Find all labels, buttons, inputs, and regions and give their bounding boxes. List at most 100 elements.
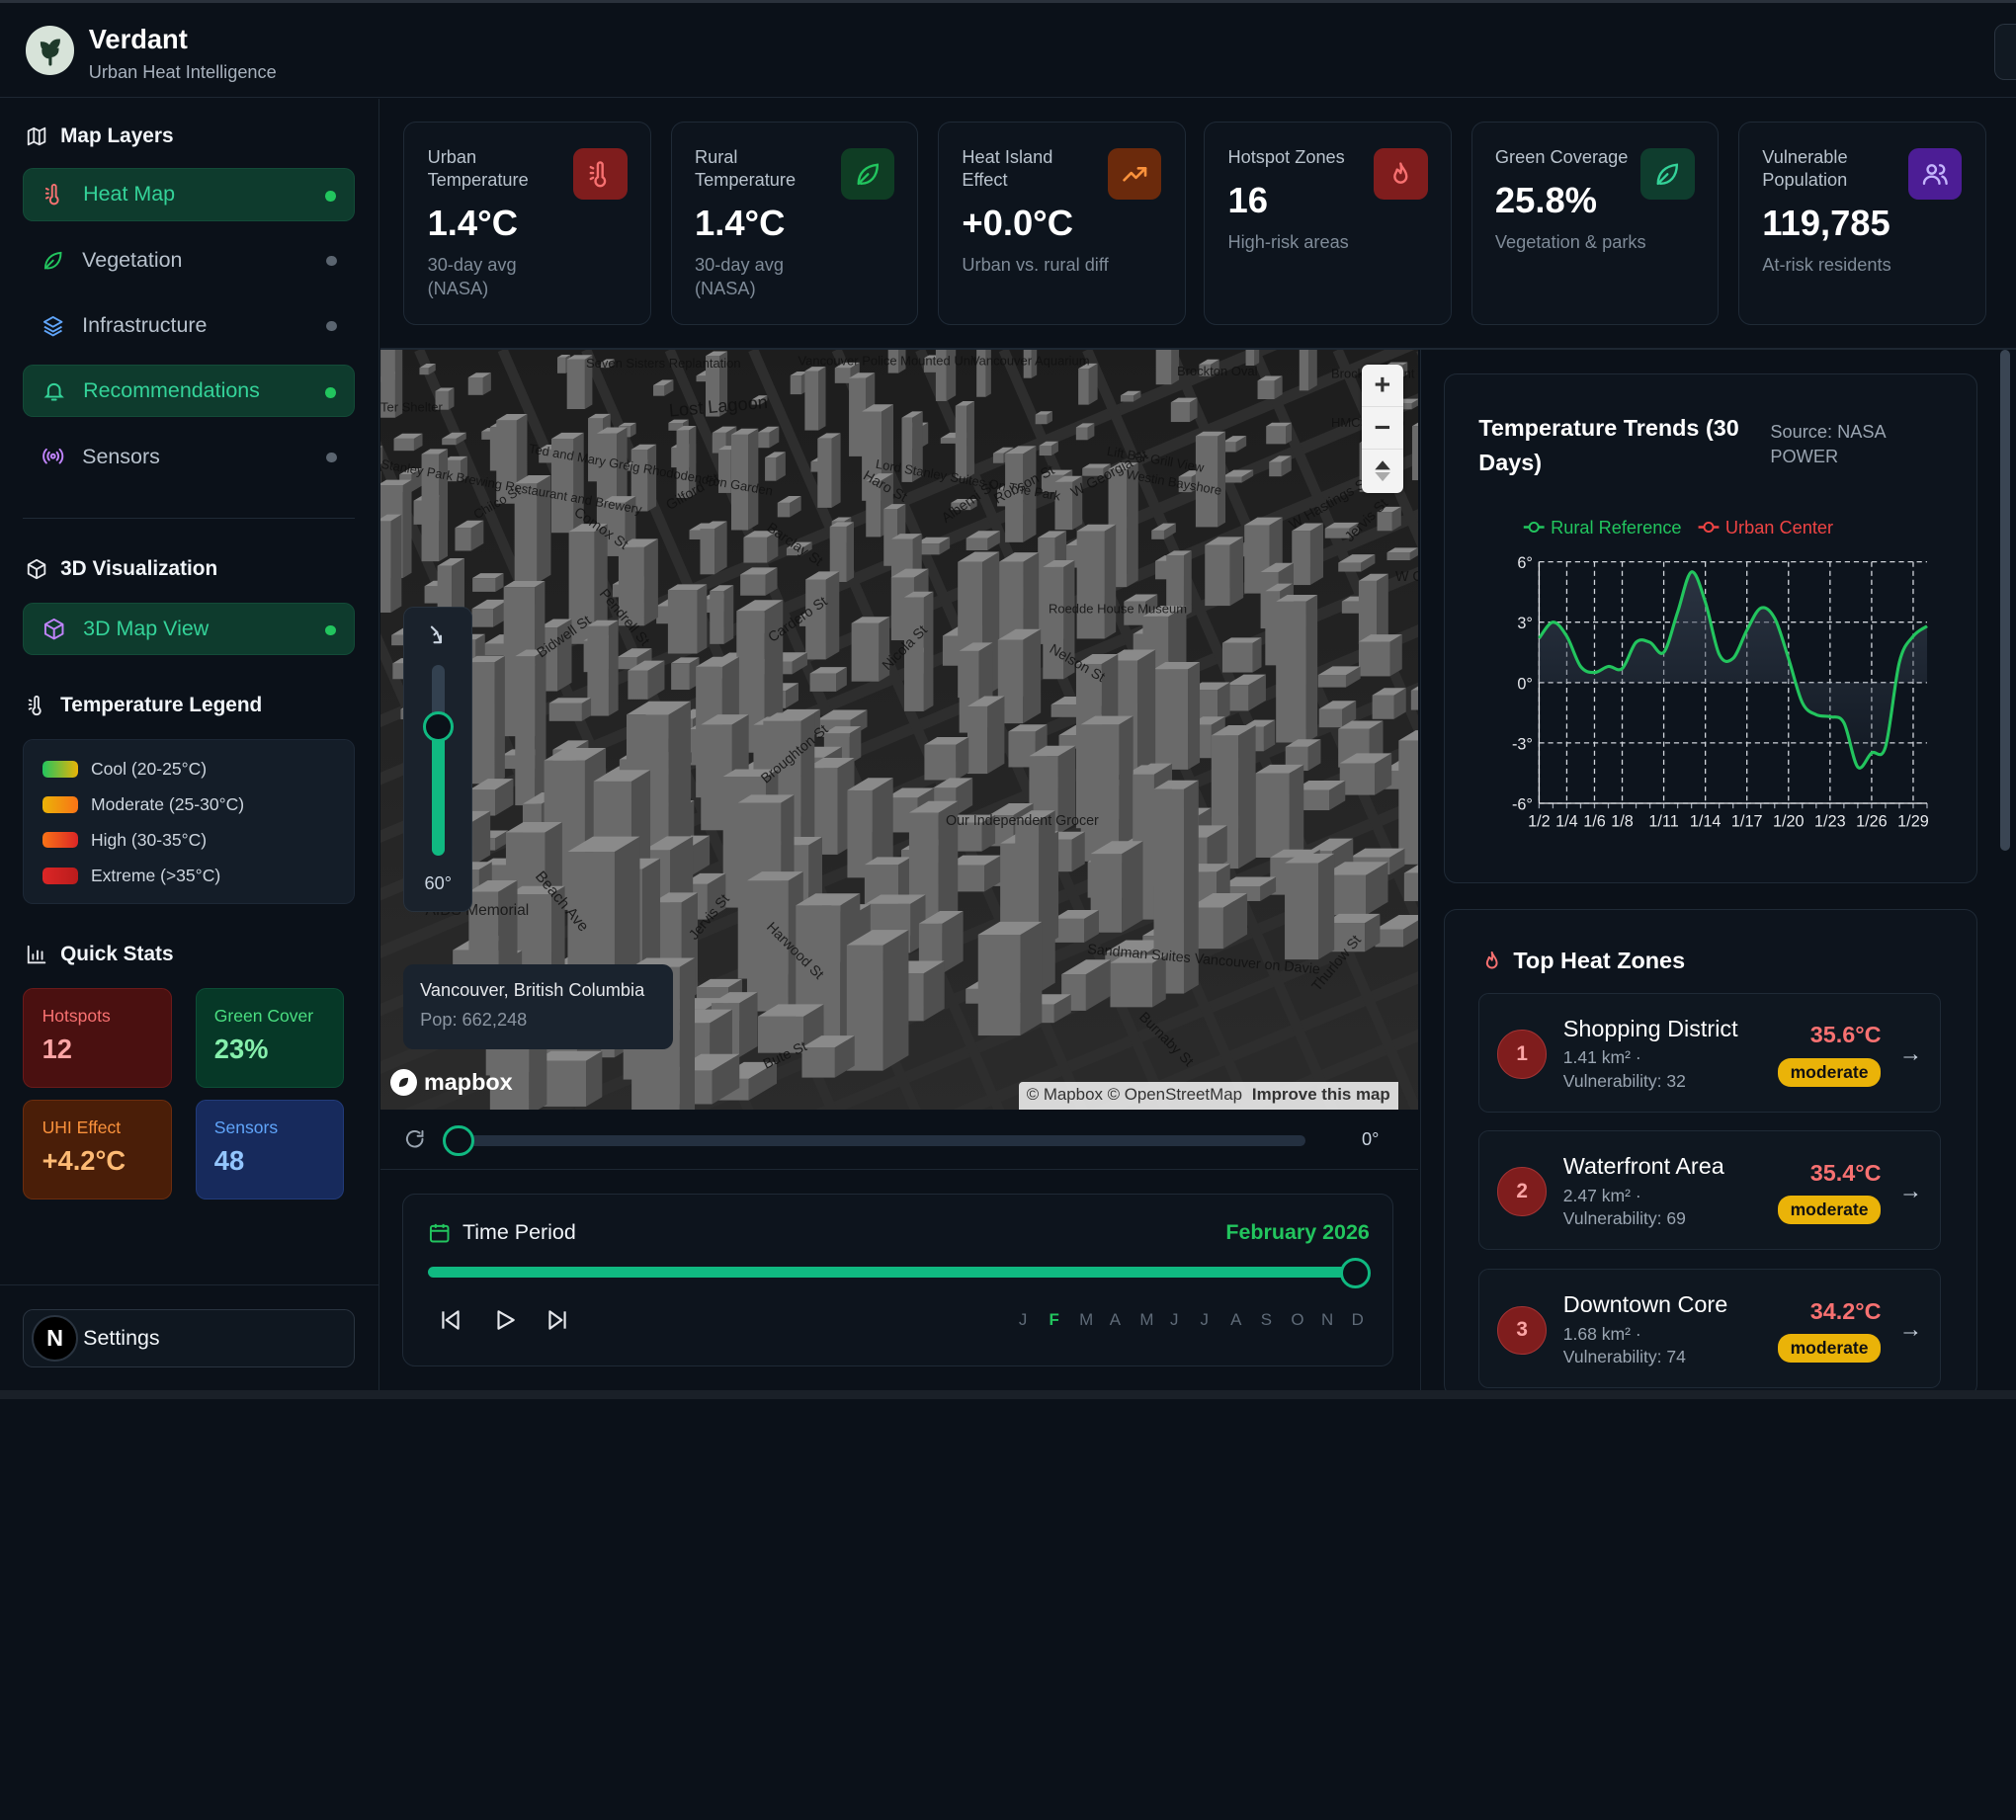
- map-layers-heading: Map Layers: [26, 124, 174, 148]
- temperature-trend-chart: Rural Reference Urban Center6°3°0°-3°-6°1…: [1512, 518, 1929, 830]
- compass-icon: [1375, 460, 1390, 481]
- rotate-reset-icon[interactable]: [403, 1127, 426, 1150]
- leaf-logo-icon: [26, 26, 75, 75]
- legend-entry[interactable]: Rural Reference: [1523, 518, 1682, 538]
- layer-sensors[interactable]: Sensors: [23, 430, 354, 482]
- month-8[interactable]: S: [1260, 1310, 1273, 1329]
- trends-title: Temperature Trends (30 Days): [1478, 415, 1739, 476]
- x-tick-label: 1/6: [1583, 812, 1606, 830]
- time-period-title: Time Period: [462, 1220, 576, 1244]
- month-2[interactable]: M: [1079, 1310, 1094, 1329]
- bell-icon: [42, 379, 65, 402]
- layer-heat-map[interactable]: Heat Map: [23, 168, 355, 221]
- legend-swatch: [42, 831, 78, 849]
- x-tick-label: 1/17: [1731, 812, 1763, 830]
- zone-temperature: 35.4°C: [1809, 1159, 1882, 1186]
- zone-temperature: 34.2°C: [1809, 1297, 1882, 1324]
- zone-area: 1.68 km² ·: [1562, 1323, 1641, 1344]
- app-title: Verdant: [88, 23, 188, 54]
- layer-vegetation[interactable]: Vegetation: [23, 234, 354, 287]
- map-attribution: © Mapbox © OpenStreetMap Improve this ma…: [1018, 1081, 1398, 1111]
- settings-button[interactable]: N Settings: [23, 1308, 355, 1368]
- map-street-label: W Ge: [1395, 569, 1418, 585]
- month-6[interactable]: J: [1200, 1310, 1209, 1329]
- map-street-label: Brockton Oval: [1177, 364, 1258, 378]
- divider: [0, 1284, 379, 1286]
- zoom-out-button[interactable]: −: [1362, 407, 1403, 450]
- arrow-right-icon[interactable]: →: [1898, 1316, 1923, 1343]
- legend-label: Urban Center: [1725, 518, 1833, 538]
- arrow-right-icon[interactable]: →: [1898, 1039, 1923, 1066]
- mapbox-logo[interactable]: mapbox: [390, 1068, 513, 1096]
- zone-area: 2.47 km² ·: [1562, 1185, 1641, 1205]
- bottom-edge: [0, 1389, 2016, 1399]
- attribution-text[interactable]: © Mapbox © OpenStreetMap: [1026, 1085, 1242, 1105]
- zone-rank: 1: [1497, 1030, 1547, 1079]
- 3d-visualization-heading: 3D Visualization: [26, 557, 217, 581]
- play-button[interactable]: [492, 1307, 518, 1333]
- zone-level-badge: moderate: [1777, 1334, 1882, 1364]
- flame-icon: [1374, 148, 1428, 201]
- legend-item-extreme: Extreme (>35°C): [42, 866, 220, 886]
- zone-name: Waterfront Area: [1562, 1153, 1724, 1180]
- rotation-slider-handle[interactable]: [443, 1124, 474, 1156]
- 3d-map-view-toggle[interactable]: 3D Map View: [23, 602, 355, 655]
- skip-forward-button[interactable]: [545, 1307, 570, 1333]
- layer-infrastructure[interactable]: Infrastructure: [23, 299, 354, 352]
- x-tick-label: 1/8: [1611, 812, 1634, 830]
- status-dot: [325, 624, 336, 636]
- month-0[interactable]: J: [1018, 1310, 1028, 1329]
- map-street-label: Vancouver Police Mounted Unit: [798, 353, 976, 368]
- zone-temperature: 35.6°C: [1809, 1022, 1882, 1048]
- month-7[interactable]: A: [1230, 1310, 1242, 1329]
- y-tick-label: 6°: [1517, 554, 1533, 572]
- legend-item-cool: Cool (20-25°C): [42, 759, 207, 780]
- header-action-button[interactable]: [1993, 23, 2016, 80]
- legend-entry[interactable]: Urban Center: [1698, 518, 1833, 538]
- divider: [23, 517, 355, 520]
- skip-back-button[interactable]: [438, 1307, 463, 1333]
- zone-rank: 2: [1497, 1167, 1547, 1216]
- month-9[interactable]: O: [1291, 1310, 1304, 1329]
- legend-label: Rural Reference: [1551, 518, 1681, 538]
- month-3[interactable]: A: [1109, 1310, 1121, 1329]
- heat-zone-item[interactable]: 3 Downtown Core 1.68 km² · Vulnerability…: [1478, 1269, 1942, 1389]
- users-icon: [1907, 148, 1963, 201]
- time-slider-track[interactable]: [427, 1266, 1356, 1279]
- rotation-slider-track[interactable]: [449, 1135, 1305, 1146]
- heat-zone-item[interactable]: 2 Waterfront Area 2.47 km² · Vulnerabili…: [1478, 1130, 1942, 1250]
- scrollbar[interactable]: [2000, 349, 2011, 851]
- month-4[interactable]: M: [1139, 1310, 1154, 1329]
- improve-map-link[interactable]: Improve this map: [1251, 1085, 1390, 1105]
- legend-item-high: High (30-35°C): [42, 830, 207, 851]
- stat-card-green-coverage: Green Coverage 25.8% Vegetation & parks: [1470, 122, 1720, 325]
- legend-item-moderate: Moderate (25-30°C): [42, 794, 244, 815]
- zoom-in-button[interactable]: +: [1362, 365, 1403, 408]
- legend-swatch: [42, 867, 78, 884]
- layer-label: Sensors: [82, 444, 160, 468]
- x-tick-label: 1/2: [1528, 812, 1551, 830]
- radio-icon: [42, 445, 64, 467]
- layer-recommendations[interactable]: Recommendations: [23, 365, 355, 418]
- month-1[interactable]: F: [1049, 1310, 1059, 1329]
- zone-area: 1.41 km² ·: [1562, 1047, 1641, 1068]
- arrow-right-icon[interactable]: →: [1898, 1177, 1923, 1203]
- map-street-label: Our Independent Grocer: [946, 813, 1099, 829]
- trends-source: Source: NASA POWER: [1770, 422, 1886, 466]
- month-10[interactable]: N: [1320, 1310, 1334, 1329]
- month-5[interactable]: J: [1169, 1310, 1179, 1329]
- stat-card-heat-island-effect: Heat Island Effect +0.0°C Urban vs. rura…: [937, 122, 1186, 325]
- tilt-slider-handle[interactable]: [422, 711, 454, 743]
- month-11[interactable]: D: [1351, 1310, 1364, 1329]
- heat-zone-item[interactable]: 1 Shopping District 1.41 km² · Vulnerabi…: [1478, 992, 1942, 1113]
- layer-label: Vegetation: [82, 247, 183, 272]
- map-icon: [26, 125, 47, 147]
- x-tick-label: 1/29: [1897, 812, 1929, 830]
- layer-label: Infrastructure: [82, 313, 208, 338]
- compass-button[interactable]: [1362, 450, 1403, 492]
- time-slider-handle[interactable]: [1339, 1257, 1372, 1288]
- stat-card-hotspot-zones: Hotspot Zones 16 High-risk areas: [1204, 122, 1452, 325]
- app-subtitle: Urban Heat Intelligence: [88, 61, 277, 82]
- urban-area: [1539, 571, 1927, 768]
- map-zoom-controls: + −: [1362, 365, 1403, 494]
